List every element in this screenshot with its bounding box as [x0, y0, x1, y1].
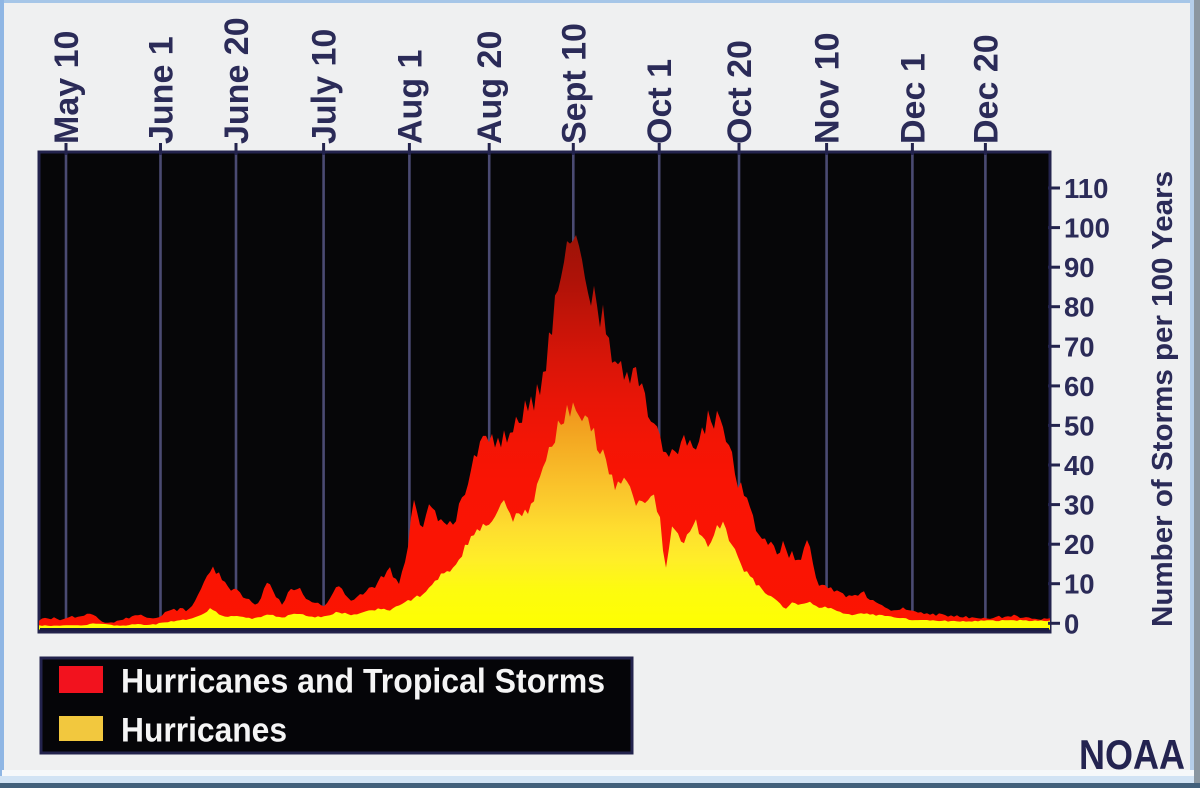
svg-text:90: 90 — [1064, 252, 1095, 283]
svg-text:20: 20 — [1064, 529, 1095, 560]
svg-text:Dec 1: Dec 1 — [894, 53, 932, 144]
svg-text:70: 70 — [1064, 331, 1095, 362]
svg-text:Aug 20: Aug 20 — [471, 31, 509, 144]
svg-text:60: 60 — [1064, 371, 1095, 402]
svg-text:June 20: June 20 — [218, 17, 256, 144]
svg-text:Hurricanes: Hurricanes — [121, 712, 287, 750]
svg-text:Oct 1: Oct 1 — [641, 59, 679, 144]
svg-text:40: 40 — [1064, 450, 1095, 481]
svg-text:0: 0 — [1064, 608, 1079, 639]
svg-text:50: 50 — [1064, 410, 1095, 441]
svg-text:Dec 20: Dec 20 — [967, 34, 1005, 144]
svg-text:May 10: May 10 — [48, 31, 86, 144]
svg-text:30: 30 — [1064, 490, 1095, 521]
svg-text:80: 80 — [1064, 292, 1095, 323]
svg-text:Hurricanes and Tropical Storms: Hurricanes and Tropical Storms — [121, 663, 605, 701]
svg-text:110: 110 — [1064, 173, 1108, 204]
svg-text:June 1: June 1 — [143, 36, 181, 144]
svg-text:Number of Storms per 100 Years: Number of Storms per 100 Years — [1147, 171, 1179, 627]
svg-text:Aug 1: Aug 1 — [391, 50, 429, 144]
svg-text:Sept 10: Sept 10 — [555, 23, 593, 144]
svg-text:100: 100 — [1064, 213, 1110, 244]
svg-text:Oct 20: Oct 20 — [721, 40, 759, 144]
svg-text:10: 10 — [1064, 569, 1095, 600]
svg-text:July 10: July 10 — [306, 29, 344, 144]
svg-text:NOAA: NOAA — [1079, 731, 1185, 778]
svg-text:Nov 10: Nov 10 — [809, 33, 847, 145]
